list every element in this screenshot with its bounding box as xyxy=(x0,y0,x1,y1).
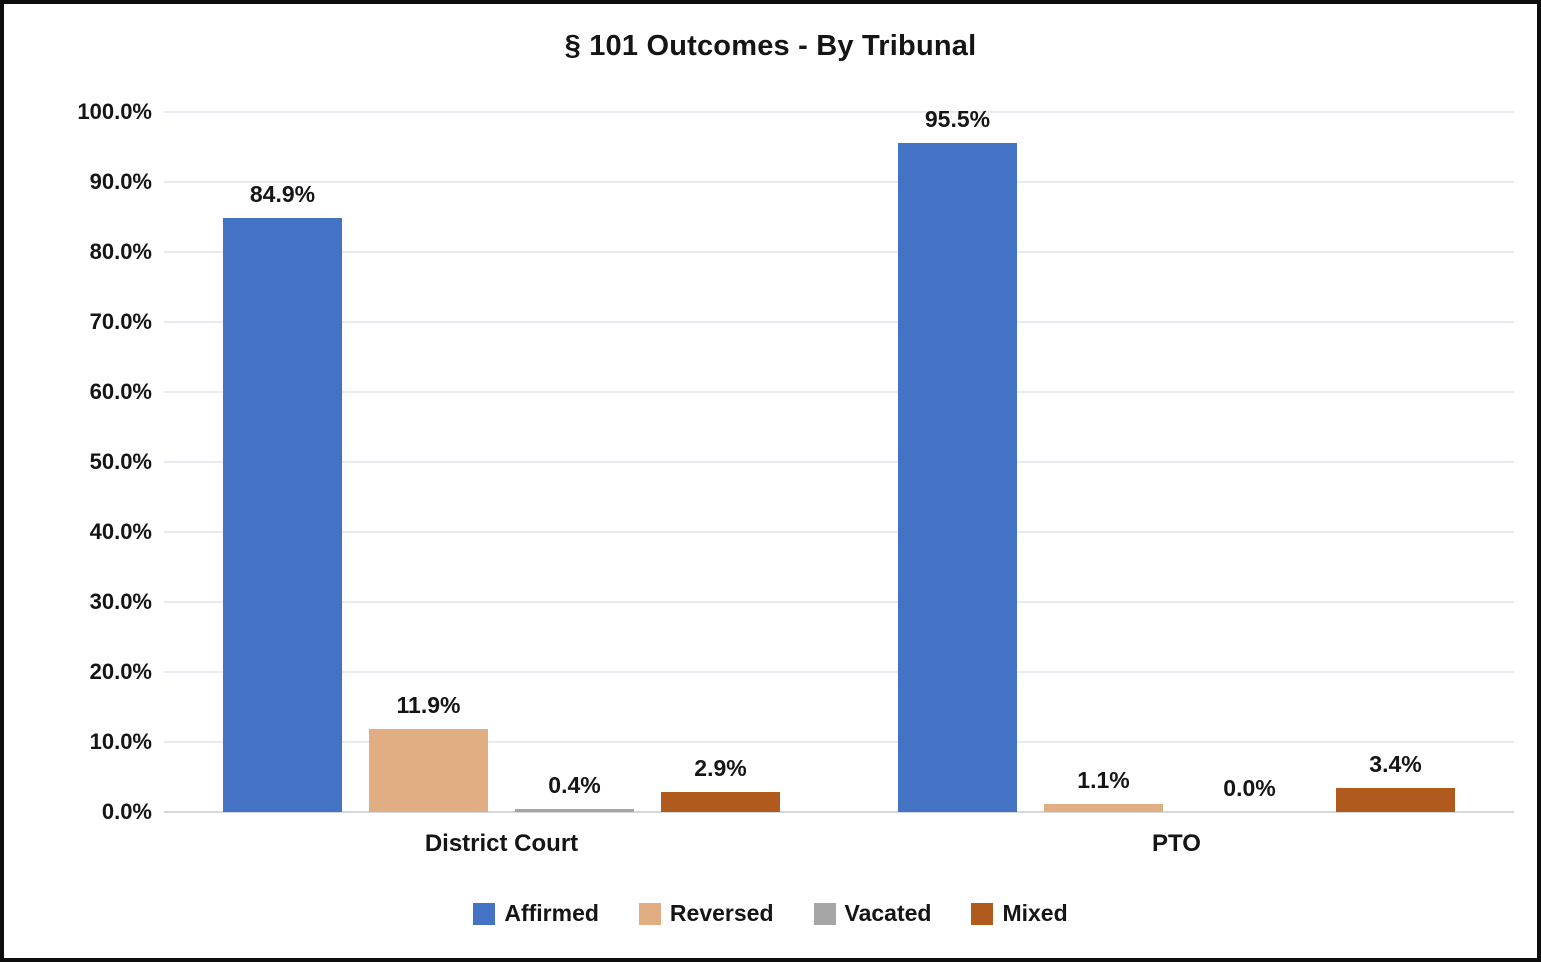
y-axis-tick-label: 20.0% xyxy=(89,659,152,684)
legend-item-affirmed: Affirmed xyxy=(473,900,599,927)
legend-label: Affirmed xyxy=(504,900,599,926)
bar-value-label: 2.9% xyxy=(694,755,747,781)
y-axis-tick-label: 90.0% xyxy=(89,169,152,194)
bar-reversed-pto xyxy=(1044,804,1163,812)
y-axis-tick-label: 50.0% xyxy=(89,449,152,474)
bar-value-label: 95.5% xyxy=(924,106,991,132)
gridline xyxy=(164,671,1514,673)
legend-swatch xyxy=(638,902,661,925)
bar-mixed-district-court xyxy=(661,792,780,812)
gridline xyxy=(164,251,1514,253)
gridline xyxy=(164,111,1514,113)
legend-item-reversed: Reversed xyxy=(638,900,774,927)
y-axis-tick-label: 100.0% xyxy=(77,99,152,124)
x-axis-category-label: PTO xyxy=(1152,830,1201,857)
legend-swatch xyxy=(813,902,836,925)
y-axis-tick-label: 80.0% xyxy=(89,239,152,264)
y-axis-tick-label: 60.0% xyxy=(89,379,152,404)
chart-title: § 101 Outcomes - By Tribunal xyxy=(564,30,977,62)
bar-value-label: 1.1% xyxy=(1077,767,1130,793)
gridline xyxy=(164,531,1514,533)
x-axis-category-label: District Court xyxy=(424,830,579,857)
bar-value-label: 11.9% xyxy=(396,692,461,718)
y-axis-tick-label: 0.0% xyxy=(101,799,152,824)
y-axis: 0.0% 10.0% 20.0% 30.0% 40.0% 50.0% 60.0% 70.0% 8… xyxy=(4,99,152,824)
legend: Affirmed Reversed Vacated Mixed xyxy=(4,900,1537,927)
legend-swatch xyxy=(971,902,994,925)
bar-value-label: 3.4% xyxy=(1369,751,1422,777)
legend-item-vacated: Vacated xyxy=(813,900,932,927)
legend-label: Reversed xyxy=(669,900,774,926)
gridline xyxy=(164,741,1514,743)
legend-label: Vacated xyxy=(844,900,932,926)
gridline xyxy=(164,391,1514,393)
legend-item-mixed: Mixed xyxy=(971,900,1068,927)
plot-area: 84.9% 11.9% 0.4% 2.9% 95.5% 1.1% 0.0% 3.4% xyxy=(164,106,1514,813)
gridline xyxy=(164,601,1514,603)
bar-mixed-pto xyxy=(1336,788,1455,812)
y-axis-tick-label: 30.0% xyxy=(89,589,152,614)
x-axis-baseline xyxy=(164,811,1514,813)
legend-label: Mixed xyxy=(1002,900,1068,926)
bar-affirmed-district-court xyxy=(223,218,342,812)
bar-value-label: 0.4% xyxy=(548,772,601,798)
legend-swatch xyxy=(473,902,496,925)
bar-vacated-district-court xyxy=(515,809,634,812)
bar-reversed-district-court xyxy=(369,729,488,812)
gridline xyxy=(164,321,1514,323)
y-axis-tick-label: 70.0% xyxy=(89,309,152,334)
bar-affirmed-pto xyxy=(898,143,1017,812)
gridline xyxy=(164,461,1514,463)
bar-value-label: 84.9% xyxy=(249,181,316,207)
bar-value-label: 0.0% xyxy=(1223,775,1276,801)
y-axis-tick-label: 40.0% xyxy=(89,519,152,544)
y-axis-tick-label: 10.0% xyxy=(89,729,152,754)
gridline xyxy=(164,181,1514,183)
